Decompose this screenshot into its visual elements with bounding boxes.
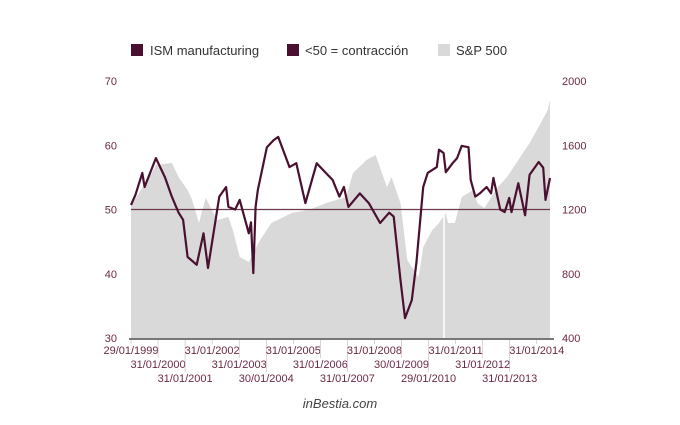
sp500-area [131,100,550,338]
plot-area [129,81,554,340]
legend-swatch-sp500 [438,44,450,56]
x-tick-label: 30/01/2009 [374,359,429,371]
x-tick-label: 31/01/2006 [293,359,348,371]
y-left-tick-label: 60 [105,140,117,152]
legend-label-contraction: <50 = contracción [305,43,408,58]
y-right-tick-label: 1600 [562,140,586,152]
x-tick-label: 31/01/2002 [185,345,240,357]
x-tick-label: 31/01/2003 [212,359,267,371]
x-tick-label: 31/01/2007 [320,373,375,385]
x-axis: 29/01/1999 31/01/2000 31/01/2001 31/01/2002… [103,340,564,385]
y-left-tick-label: 50 [105,205,117,217]
x-tick-label: 31/01/2005 [266,345,321,357]
y-axis-right: 2000 1600 1200 800 400 [562,76,586,345]
y-right-tick-label: 800 [562,269,580,281]
x-tick-label: 31/01/2008 [347,345,402,357]
x-tick-label: 31/01/2000 [131,359,186,371]
legend-label-sp500: S&P 500 [456,43,507,58]
y-right-tick-label: 400 [562,333,580,345]
x-tick-label: 31/01/2001 [158,373,213,385]
x-tick-label: 31/01/2013 [482,373,537,385]
legend-swatch-ism [131,44,143,56]
y-right-tick-label: 1200 [562,205,586,217]
legend: ISM manufacturing <50 = contracción S&P … [131,43,507,58]
x-tick-label: 29/01/1999 [103,345,158,357]
legend-label-ism: ISM manufacturing [150,43,259,58]
y-left-tick-label: 30 [105,333,117,345]
footer-source: inBestia.com [303,396,378,411]
y-right-tick-label: 2000 [562,76,586,88]
legend-swatch-contraction [287,44,299,56]
x-tick-label: 31/01/2012 [455,359,510,371]
ism-line [129,135,552,320]
x-tick-label: 30/01/2004 [239,373,294,385]
y-left-tick-label: 70 [105,76,117,88]
y-axis-left: 70 60 50 40 30 [105,76,117,345]
x-tick-label: 31/01/2014 [509,345,564,357]
y-left-tick-label: 40 [105,269,117,281]
x-tick-label: 29/01/2010 [401,373,456,385]
x-tick-label: 31/01/2011 [428,345,482,357]
